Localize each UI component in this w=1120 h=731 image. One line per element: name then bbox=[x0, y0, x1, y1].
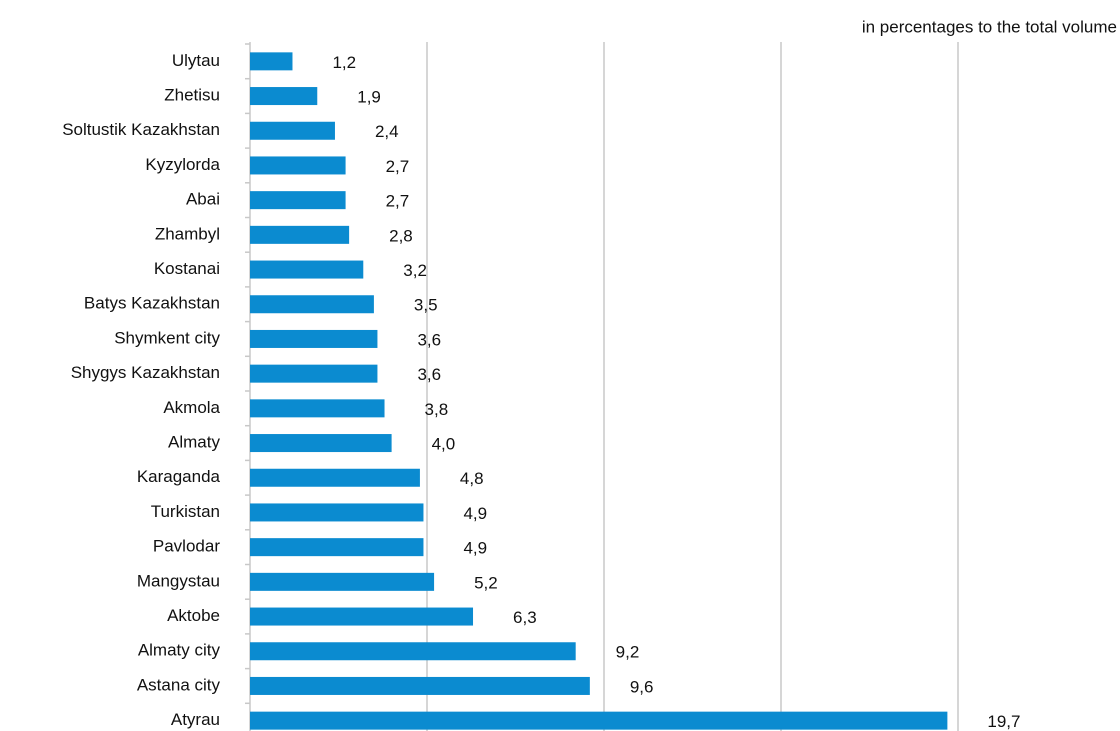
y-tick-label: Shygys Kazakhstan bbox=[71, 363, 220, 382]
value-label: 3,8 bbox=[425, 400, 449, 419]
bar bbox=[250, 434, 392, 453]
value-label: 2,8 bbox=[389, 226, 413, 245]
value-label: 3,6 bbox=[417, 330, 441, 349]
bar bbox=[250, 191, 346, 210]
y-tick-label: Ulytau bbox=[172, 51, 220, 70]
bar bbox=[250, 52, 293, 71]
value-label: 2,7 bbox=[386, 157, 410, 176]
y-tick-label: Batys Kazakhstan bbox=[84, 294, 220, 313]
y-tick-label: Akmola bbox=[163, 398, 220, 417]
y-tick-label: Turkistan bbox=[151, 502, 220, 521]
value-label: 19,7 bbox=[987, 712, 1020, 731]
value-label: 4,9 bbox=[463, 539, 487, 558]
value-label: 2,4 bbox=[375, 122, 399, 141]
bar bbox=[250, 711, 948, 730]
value-label: 3,5 bbox=[414, 296, 438, 315]
value-label: 6,3 bbox=[513, 608, 537, 627]
bar bbox=[250, 225, 350, 244]
y-tick-label: Zhambyl bbox=[155, 224, 220, 243]
bar bbox=[250, 156, 346, 175]
bar bbox=[250, 676, 590, 695]
value-label: 4,0 bbox=[432, 435, 456, 454]
y-tick-label: Zhetisu bbox=[164, 86, 220, 105]
bar bbox=[250, 329, 378, 348]
value-label: 9,2 bbox=[616, 643, 640, 662]
y-tick-label: Atyrau bbox=[171, 710, 220, 729]
bar bbox=[250, 260, 364, 279]
bar bbox=[250, 503, 424, 522]
y-tick-label: Pavlodar bbox=[153, 537, 220, 556]
y-tick-label: Shymkent city bbox=[114, 328, 220, 347]
y-tick-label: Kostanai bbox=[154, 259, 220, 278]
y-tick-label: Soltustik Kazakhstan bbox=[62, 120, 220, 139]
y-tick-label: Abai bbox=[186, 190, 220, 209]
value-label: 3,6 bbox=[417, 365, 441, 384]
y-tick-label: Astana city bbox=[137, 675, 221, 694]
bar bbox=[250, 538, 424, 557]
value-label: 4,8 bbox=[460, 469, 484, 488]
bar bbox=[250, 399, 385, 418]
bar bbox=[250, 121, 335, 140]
value-label: 3,2 bbox=[403, 261, 427, 280]
y-tick-label: Almaty city bbox=[138, 641, 221, 660]
bar bbox=[250, 607, 474, 626]
y-tick-label: Karaganda bbox=[137, 467, 221, 486]
y-tick-label: Aktobe bbox=[167, 606, 220, 625]
value-label: 1,9 bbox=[357, 88, 381, 107]
y-tick-label: Kyzylorda bbox=[145, 155, 220, 174]
value-label: 1,2 bbox=[332, 53, 356, 72]
y-tick-label: Mangystau bbox=[137, 571, 220, 590]
bar bbox=[250, 295, 374, 314]
y-tick-label: Almaty bbox=[168, 433, 220, 452]
value-label: 2,7 bbox=[386, 192, 410, 211]
bar bbox=[250, 572, 435, 591]
value-label: 5,2 bbox=[474, 573, 498, 592]
value-label: 4,9 bbox=[463, 504, 487, 523]
bar bbox=[250, 642, 576, 661]
bar bbox=[250, 87, 318, 106]
bar bbox=[250, 364, 378, 383]
bar bbox=[250, 468, 420, 487]
value-label: 9,6 bbox=[630, 677, 654, 696]
chart-subtitle: in percentages to the total volume bbox=[862, 17, 1117, 36]
